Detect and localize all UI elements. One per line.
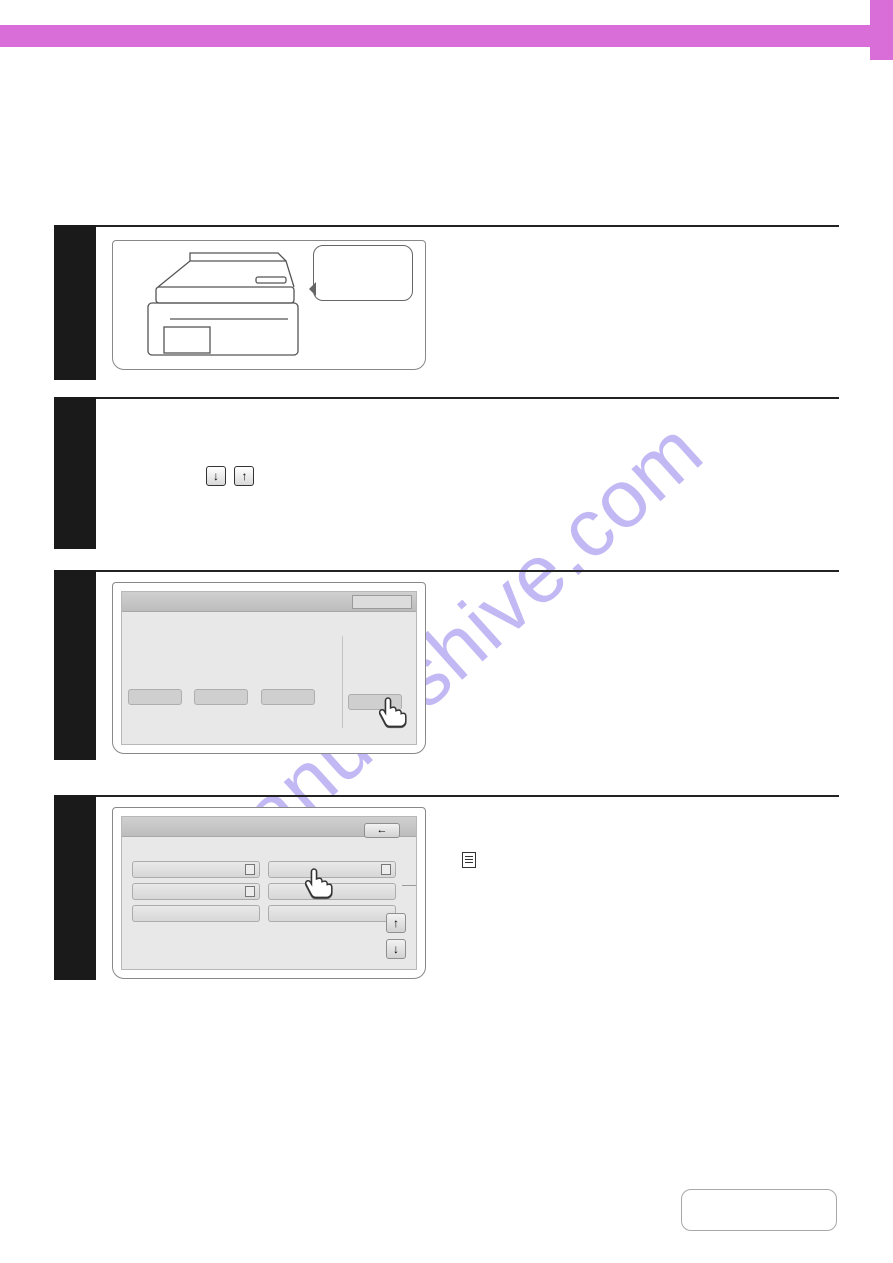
arrow-down-button[interactable]: ↓ xyxy=(206,466,226,486)
arrow-key-pair: ↓ ↑ xyxy=(206,466,258,486)
titlebar xyxy=(122,592,416,612)
rule xyxy=(54,795,839,797)
step-number-band xyxy=(54,225,96,380)
arrow-up-button[interactable]: ↑ xyxy=(234,466,254,486)
step-4: ← ↑ ↓ xyxy=(54,795,839,980)
cell-info-icon xyxy=(245,864,255,875)
touchscreen-ui xyxy=(121,591,417,745)
tab-row xyxy=(128,689,323,710)
side-tick xyxy=(402,885,416,886)
back-button[interactable]: ← xyxy=(364,823,400,838)
option-cell[interactable] xyxy=(268,905,396,922)
step-3 xyxy=(54,570,839,760)
titlebar-button[interactable] xyxy=(352,595,412,609)
tab-3[interactable] xyxy=(261,689,315,705)
rule xyxy=(54,570,839,572)
tab-1[interactable] xyxy=(128,689,182,705)
manual-page: manualshive.com xyxy=(0,0,893,1263)
header-tab xyxy=(870,0,893,60)
option-cell[interactable] xyxy=(132,883,260,900)
touchscreen-panel: ← ↑ ↓ xyxy=(112,807,426,979)
cell-info-icon xyxy=(381,864,391,875)
scroll-down-button[interactable]: ↓ xyxy=(386,939,406,959)
step-number-band xyxy=(54,570,96,760)
scroll-up-button[interactable]: ↑ xyxy=(386,913,406,933)
speech-bubble-icon xyxy=(313,245,413,301)
tab-2[interactable] xyxy=(194,689,248,705)
pointing-hand-icon xyxy=(374,694,410,730)
step-2: ↓ ↑ xyxy=(54,397,839,549)
option-cell[interactable] xyxy=(132,905,260,922)
touchscreen-panel xyxy=(112,582,426,754)
note-page-icon xyxy=(462,852,476,868)
cell-info-icon xyxy=(245,886,255,897)
header-bar xyxy=(0,25,870,47)
titlebar: ← xyxy=(122,817,416,837)
step-number-band xyxy=(54,795,96,980)
pointing-hand-icon xyxy=(300,865,336,901)
option-cell[interactable] xyxy=(132,861,260,878)
printer-icon xyxy=(128,247,313,365)
printer-illustration-panel xyxy=(112,240,426,370)
contents-button[interactable] xyxy=(681,1189,837,1231)
rule xyxy=(54,397,839,399)
vertical-divider xyxy=(342,636,343,728)
step-number-band xyxy=(54,397,96,549)
step-1 xyxy=(54,225,839,380)
rule xyxy=(54,225,839,227)
list-ui: ← ↑ ↓ xyxy=(121,816,417,970)
